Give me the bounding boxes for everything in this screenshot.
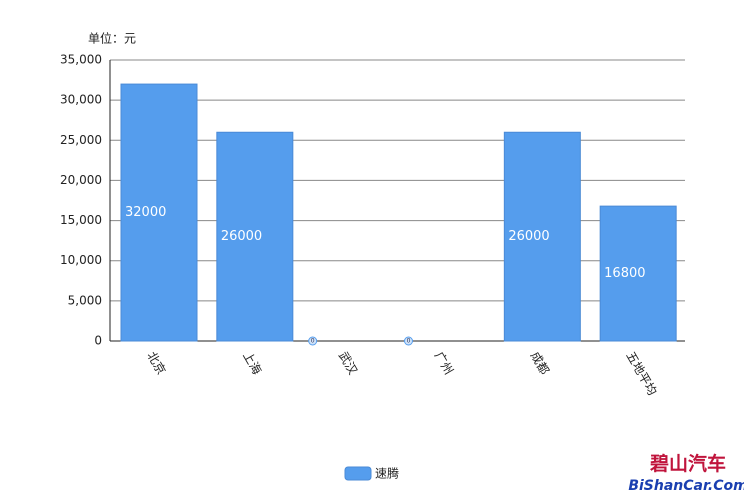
value-label: 26000	[221, 229, 262, 244]
unit-label: 单位：元	[88, 31, 136, 46]
y-tick-label: 35,000	[60, 53, 102, 67]
legend-label: 速腾	[375, 466, 399, 481]
value-label: 16800	[604, 266, 645, 281]
bar	[308, 336, 318, 346]
watermark: BiShanCar.Com	[628, 478, 744, 494]
value-label: 0	[311, 338, 315, 345]
y-tick-label: 10,000	[60, 253, 102, 267]
bar	[599, 205, 677, 342]
x-tick-label: 成都	[528, 349, 552, 377]
y-tick-label: 25,000	[60, 133, 102, 147]
bar	[503, 131, 581, 342]
x-tick-label: 武汉	[336, 349, 360, 377]
y-tick-label: 20,000	[60, 173, 102, 187]
x-tick-label: 五地平均	[623, 349, 659, 398]
value-label: 26000	[508, 229, 549, 244]
watermark: 碧山汽车	[649, 452, 726, 475]
x-tick-label: 广州	[432, 349, 456, 377]
bar	[404, 336, 413, 346]
legend-swatch	[344, 466, 372, 481]
value-label: 32000	[125, 205, 166, 220]
y-tick-label: 15,000	[60, 213, 102, 227]
bar	[216, 131, 294, 342]
x-tick-label: 北京	[144, 349, 168, 377]
x-tick-label: 上海	[240, 349, 265, 377]
y-tick-label: 0	[94, 334, 102, 348]
y-tick-label: 30,000	[60, 93, 102, 107]
y-tick-label: 5,000	[68, 293, 102, 307]
bar	[120, 83, 198, 342]
value-label: 0	[407, 338, 411, 345]
